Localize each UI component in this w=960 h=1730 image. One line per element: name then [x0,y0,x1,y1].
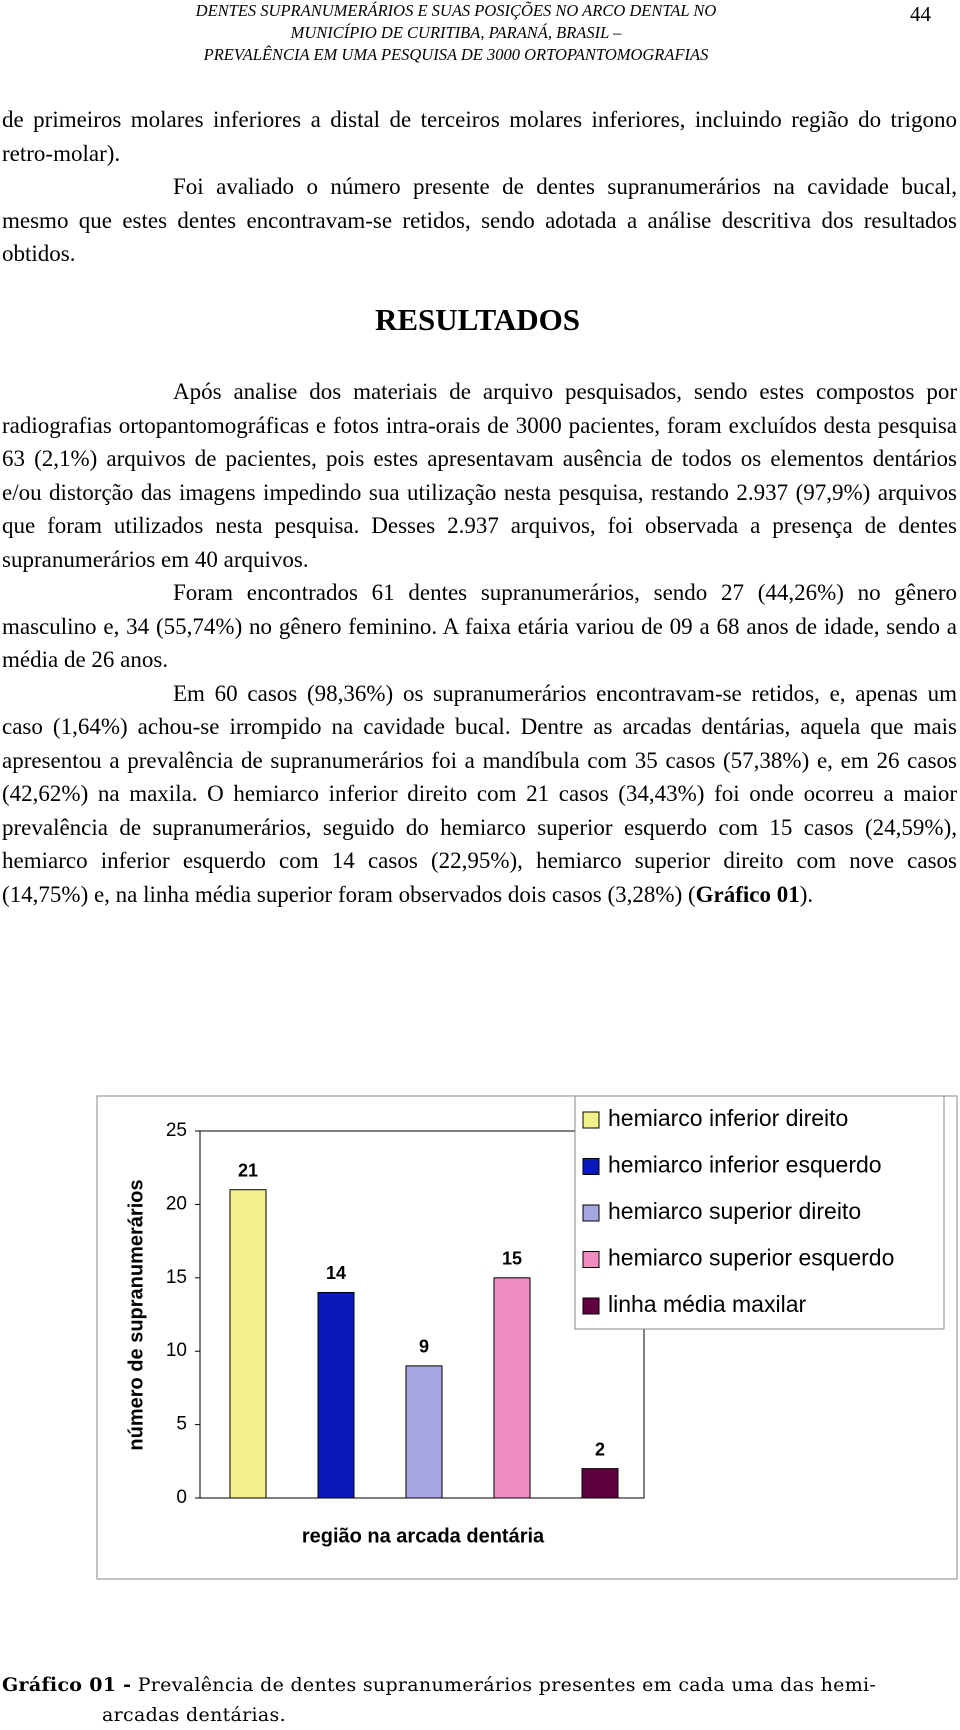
data-label: 15 [502,1249,522,1269]
legend-swatch [582,1297,600,1315]
paragraph: Foi avaliado o número presente de dentes… [2,170,957,271]
text-run: Gráfico 01 [695,881,800,907]
paragraph: de primeiros molares inferiores a distal… [2,103,957,170]
bar [229,1189,267,1499]
legend-swatch [582,1251,600,1268]
section-title: RESULTADOS [374,302,581,337]
legend-swatch [582,1111,600,1129]
y-tick-label: 10 [166,1340,187,1361]
y-axis-label: número de supranumerários [125,1179,147,1450]
paragraph: Foram encontrados 61 dentes supranumerár… [2,576,957,677]
paragraph: Em 60 casos (98,36%) os supranumerários … [2,677,957,912]
bar [581,1468,619,1499]
legend-label: linha média maxilar [608,1291,806,1317]
data-label: 14 [326,1263,346,1283]
caption-text: Prevalência de dentes supranumerários pr… [137,1674,877,1696]
caption-label: Gráfico 01 - [2,1674,132,1696]
page-number: 44 [910,2,931,26]
paragraph: Após analise dos materiais de arquivo pe… [2,375,957,576]
bar [493,1277,531,1499]
x-axis-label: região na arcada dentária [302,1525,545,1547]
y-tick-label: 25 [166,1120,187,1141]
legend-swatch [582,1158,600,1175]
header-line: DENTES SUPRANUMERÁRIOS E SUAS POSIÇÕES N… [195,1,717,20]
legend-label: hemiarco inferior direito [608,1105,848,1131]
data-label: 9 [419,1337,429,1357]
y-tick-label: 5 [176,1414,187,1435]
text-run: ). [799,881,814,907]
y-tick-label: 0 [176,1487,187,1508]
legend-swatch [582,1204,600,1222]
bar [317,1291,355,1499]
legend-label: hemiarco inferior esquerdo [608,1152,882,1178]
legend-label: hemiarco superior direito [608,1198,861,1224]
text-run: Após analise dos materiais de arquivo pe… [2,379,957,572]
text-run: de primeiros molares inferiores a distal… [2,107,957,166]
text-run: Em 60 casos (98,36%) os supranumerários … [2,680,957,907]
y-tick-label: 20 [166,1193,187,1214]
legend-label: hemiarco superior esquerdo [608,1245,894,1271]
y-tick-label: 15 [166,1267,187,1288]
results-text: Após analise dos materiais de arquivo pe… [2,375,957,911]
text-run: Foi avaliado o número presente de dentes… [2,174,957,266]
text-run: Foram encontrados 61 dentes supranumerár… [2,580,957,672]
data-label: 2 [595,1439,605,1459]
bar [405,1365,443,1499]
legend-box [574,1095,945,1330]
caption-line: Gráfico 01 - Prevalência de dentes supra… [2,1670,876,1700]
data-label: 21 [238,1160,258,1180]
header-line: MUNICÍPIO DE CURITIBA, PARANÁ, BRASIL – [290,23,622,42]
caption: Gráfico 01 - Prevalência de dentes supra… [2,1670,876,1730]
caption-line: arcadas dentárias. [102,1704,286,1726]
header-line: PREVALÊNCIA EM UMA PESQUISA DE 3000 ORTO… [203,45,709,64]
intro-text: de primeiros molares inferiores a distal… [2,103,957,271]
